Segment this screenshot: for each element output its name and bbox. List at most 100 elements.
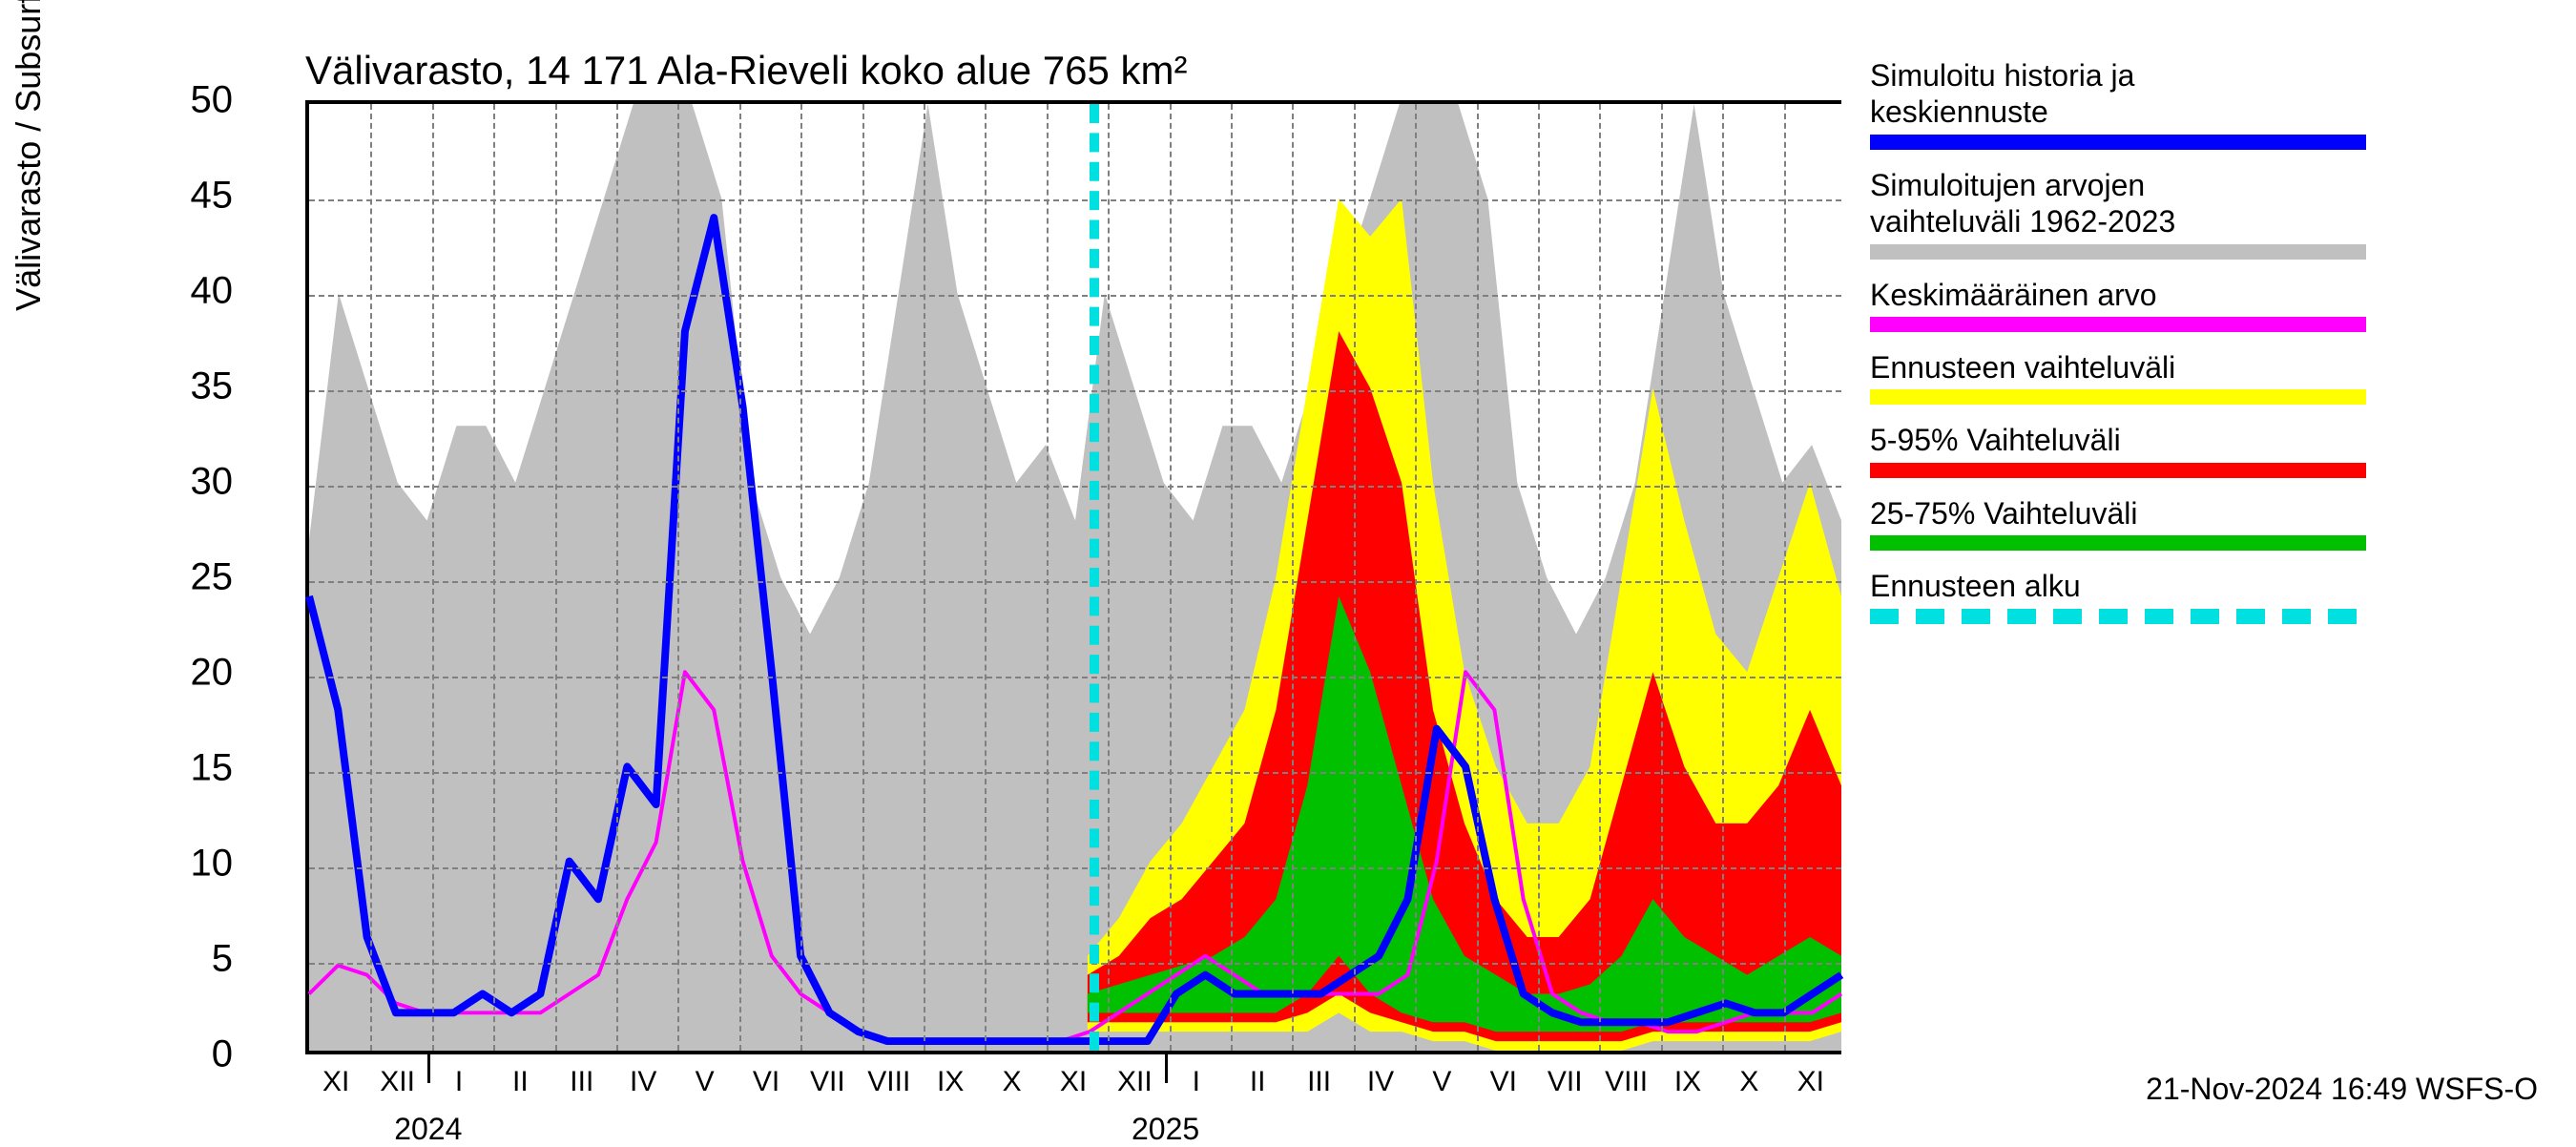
gridline-v: [616, 104, 618, 1051]
gridline-v: [1722, 104, 1724, 1051]
legend-label: Ennusteen vaihteluväli: [1870, 349, 2366, 386]
y-tick-label: 50: [0, 79, 233, 122]
gridline-v: [493, 104, 495, 1051]
gridline-v: [1477, 104, 1479, 1051]
legend-swatch: [1870, 317, 2366, 332]
gridline-h: [309, 772, 1841, 774]
x-month-label: VII: [1548, 1066, 1583, 1098]
legend-item: 5-95% Vaihteluväli: [1870, 422, 2366, 477]
gridline-h: [309, 963, 1841, 965]
gridline-v: [985, 104, 987, 1051]
x-month-label: II: [1250, 1066, 1266, 1098]
y-tick-label: 0: [0, 1033, 233, 1076]
y-tick-label: 35: [0, 365, 233, 408]
legend-label: Ennusteen alku: [1870, 568, 2366, 604]
gridline-v: [1170, 104, 1172, 1051]
legend-label: Simuloitu historia ja: [1870, 57, 2366, 94]
y-tick-label: 45: [0, 175, 233, 218]
legend-item: Simuloitujen arvojenvaihteluväli 1962-20…: [1870, 167, 2366, 260]
x-month-label: III: [570, 1066, 593, 1098]
gridline-v: [862, 104, 864, 1051]
legend-label: 5-95% Vaihteluväli: [1870, 422, 2366, 458]
gridline-v: [1661, 104, 1663, 1051]
x-month-label: VIII: [867, 1066, 910, 1098]
legend-label: vaihteluväli 1962-2023: [1870, 203, 2366, 240]
x-month-label: XI: [1797, 1066, 1824, 1098]
legend-swatch: [1870, 535, 2366, 551]
x-month-label: VI: [1490, 1066, 1517, 1098]
gridline-h: [309, 199, 1841, 201]
legend-label: 25-75% Vaihteluväli: [1870, 495, 2366, 532]
x-month-label: X: [1003, 1066, 1022, 1098]
y-tick-label: 25: [0, 556, 233, 599]
x-month-label: V: [1432, 1066, 1451, 1098]
gridline-v: [800, 104, 802, 1051]
gridline-h: [309, 677, 1841, 678]
legend-swatch: [1870, 609, 2366, 624]
x-month-label: X: [1739, 1066, 1758, 1098]
legend-swatch: [1870, 389, 2366, 405]
legend-item: 25-75% Vaihteluväli: [1870, 495, 2366, 551]
chart-container: Välivarasto / Subsurface storage mm Väli…: [0, 0, 2576, 1145]
x-month-label: XII: [1117, 1066, 1153, 1098]
gridline-v: [432, 104, 434, 1051]
x-month-label: IX: [937, 1066, 964, 1098]
x-month-label: III: [1307, 1066, 1331, 1098]
gridline-v: [1292, 104, 1294, 1051]
x-month-label: VIII: [1605, 1066, 1648, 1098]
gridline-h: [309, 581, 1841, 583]
y-axis-label: Välivarasto / Subsurface storage mm: [9, 0, 49, 311]
legend-item: Simuloitu historia jakeskiennuste: [1870, 57, 2366, 150]
year-tick: [427, 1054, 430, 1083]
y-tick-label: 40: [0, 270, 233, 313]
gridline-v: [677, 104, 679, 1051]
gridline-v: [1354, 104, 1356, 1051]
gridline-v: [1047, 104, 1049, 1051]
gridline-h: [309, 486, 1841, 488]
x-month-label: V: [696, 1066, 715, 1098]
y-tick-label: 30: [0, 461, 233, 504]
gridline-v: [1415, 104, 1417, 1051]
legend-swatch: [1870, 244, 2366, 260]
plot-area: [305, 100, 1841, 1054]
x-month-label: IV: [630, 1066, 656, 1098]
legend-item: Ennusteen vaihteluväli: [1870, 349, 2366, 405]
x-month-label: IV: [1367, 1066, 1394, 1098]
y-tick-label: 20: [0, 652, 233, 695]
gridline-v: [1231, 104, 1233, 1051]
gridline-v: [1599, 104, 1601, 1051]
y-tick-label: 10: [0, 843, 233, 886]
gridline-v: [1538, 104, 1540, 1051]
legend-item: Ennusteen alku: [1870, 568, 2366, 623]
x-year-label: 2025: [1132, 1112, 1199, 1147]
x-month-label: VII: [810, 1066, 845, 1098]
x-month-label: XII: [380, 1066, 415, 1098]
y-tick-label: 15: [0, 747, 233, 790]
gridline-v: [1784, 104, 1786, 1051]
legend-item: Keskimääräinen arvo: [1870, 277, 2366, 332]
gridline-h: [309, 295, 1841, 297]
chart-title: Välivarasto, 14 171 Ala-Rieveli koko alu…: [305, 48, 1188, 94]
gridline-v: [1108, 104, 1110, 1051]
gridline-v: [739, 104, 741, 1051]
legend-swatch: [1870, 463, 2366, 478]
forecast-start-line: [1090, 104, 1099, 1051]
y-tick-label: 5: [0, 938, 233, 981]
gridline-v: [555, 104, 557, 1051]
legend-label: Keskimääräinen arvo: [1870, 277, 2366, 313]
legend-swatch: [1870, 135, 2366, 150]
gridline-h: [309, 390, 1841, 392]
footer-timestamp: 21-Nov-2024 16:49 WSFS-O: [2146, 1072, 2538, 1107]
gridline-h: [309, 867, 1841, 869]
legend: Simuloitu historia jakeskiennusteSimuloi…: [1870, 57, 2366, 641]
x-month-label: XI: [1060, 1066, 1087, 1098]
x-month-label: I: [1193, 1066, 1200, 1098]
x-month-label: IX: [1674, 1066, 1701, 1098]
plot-svg: [309, 104, 1841, 1051]
legend-label: keskiennuste: [1870, 94, 2366, 130]
x-year-label: 2024: [394, 1112, 462, 1147]
legend-label: Simuloitujen arvojen: [1870, 167, 2366, 203]
year-tick: [1165, 1054, 1168, 1083]
x-month-label: I: [455, 1066, 463, 1098]
x-month-label: VI: [753, 1066, 779, 1098]
